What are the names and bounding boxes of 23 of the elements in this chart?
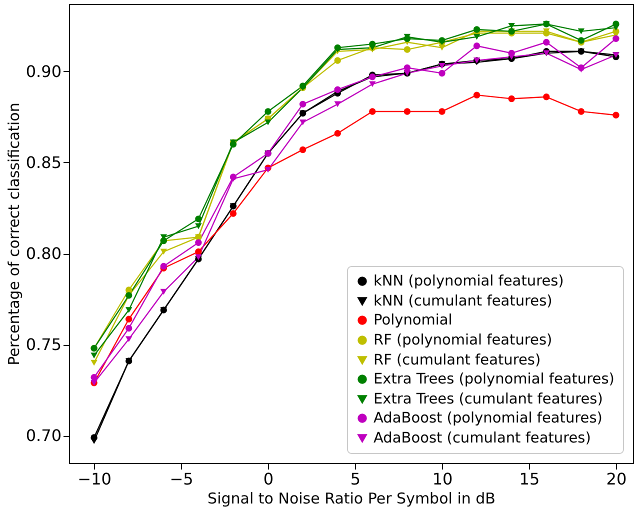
x-tick-label: 20 [606,470,627,488]
y-tick-label: 0.85 [26,152,62,172]
legend-label: AdaBoost (polynomial features) [374,410,602,426]
y-tick-label: 0.70 [26,426,62,446]
legend-label: kNN (cumulant features) [374,293,552,310]
legend-label: kNN (polynomial features) [374,273,564,290]
x-tick-label: 0 [263,470,274,488]
legend-label: RF (cumulant features) [374,352,541,368]
y-tick-label: 0.80 [26,244,62,264]
x-tick-label: 5 [350,470,361,488]
x-tick-label: −10 [78,470,112,488]
x-tick-label: −5 [170,470,194,488]
legend-label: RF (polynomial features) [374,332,552,348]
x-tick-label: 10 [432,470,453,488]
legend-label: Extra Trees (polynomial features) [374,371,614,388]
legend-label: AdaBoost (cumulant features) [374,430,591,446]
legend-label: Polynomial [374,312,452,328]
y-tick-label: 0.75 [26,335,62,354]
legend-label: Extra Trees (cumulant features) [374,391,603,408]
y-tick-label: 0.90 [26,62,62,81]
x-tick-label: 15 [519,470,540,488]
y-axis-title: Percentage of correct classification [4,102,23,366]
x-axis-title: Signal to Noise Ratio Per Symbol in dB [208,490,496,508]
